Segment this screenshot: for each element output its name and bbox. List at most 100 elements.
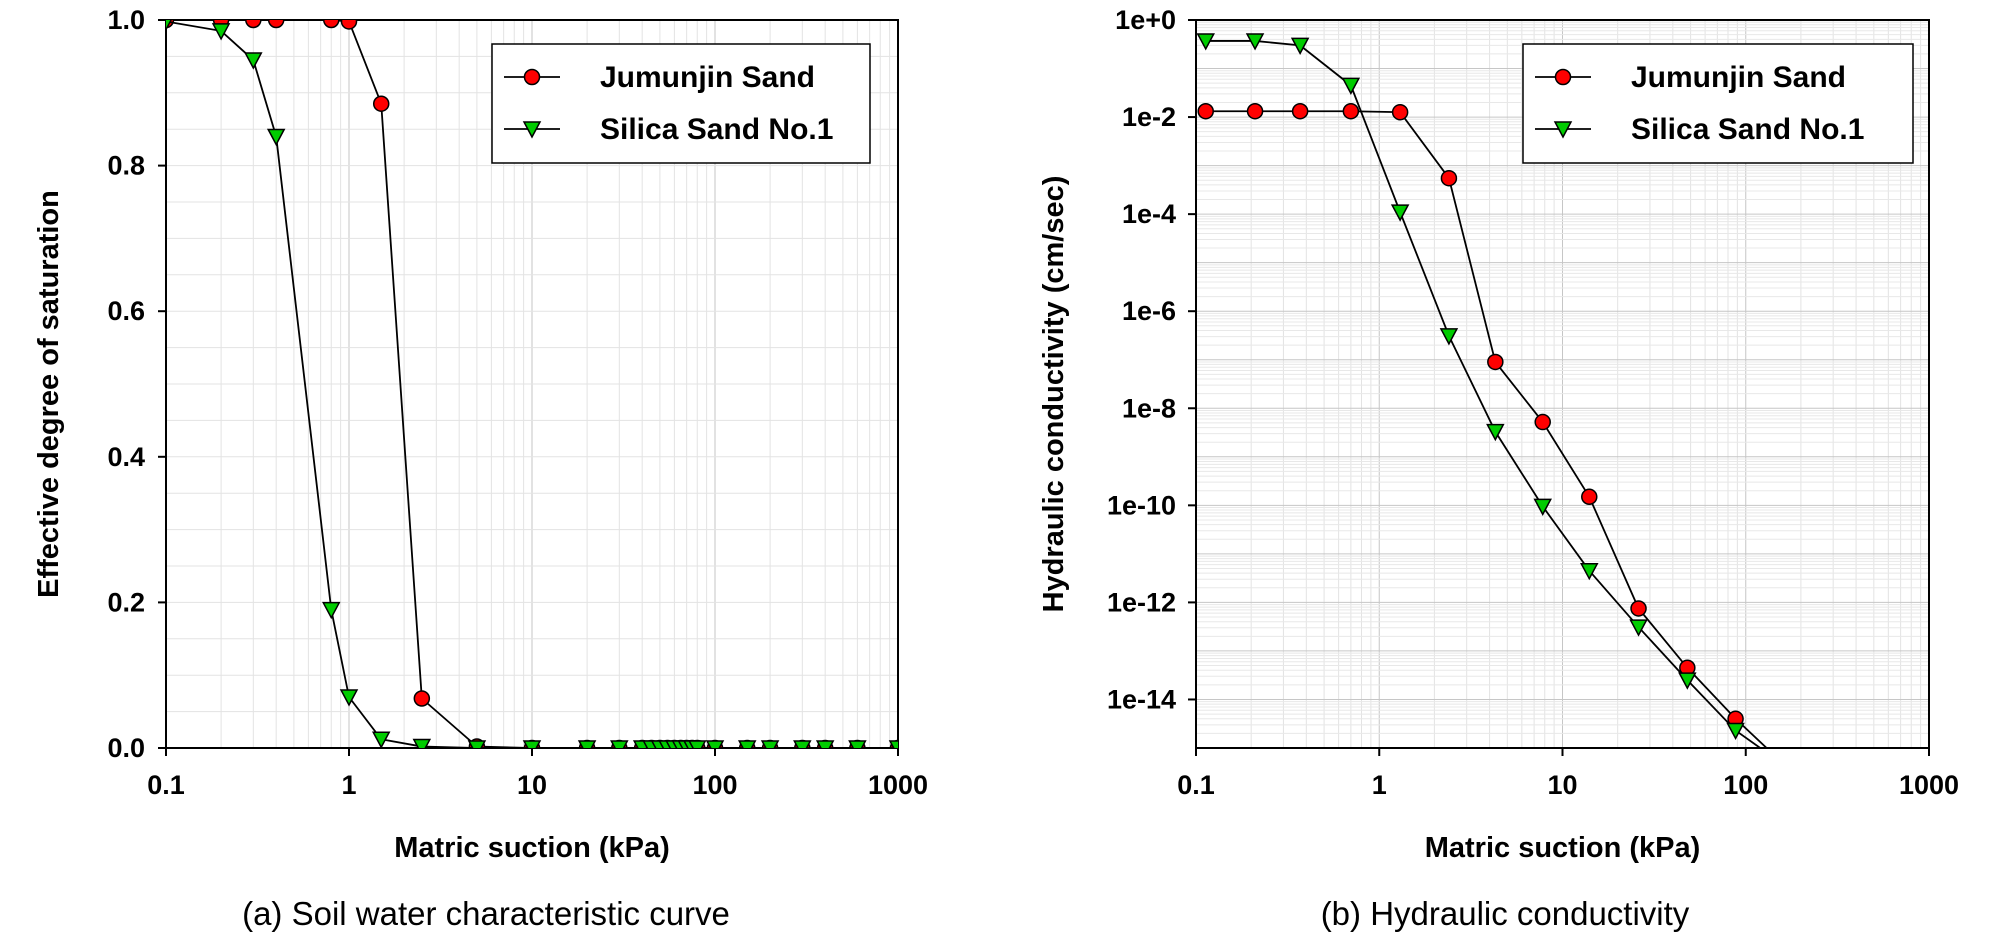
data-point (267, 20, 285, 29)
x-axis-title: Matric suction (kPa) (1425, 832, 1701, 864)
data-point (577, 740, 597, 748)
legend-label: Jumunjin Sand (1631, 61, 1846, 94)
series-silica-sand-no1 (1196, 33, 1761, 748)
data-point (1245, 33, 1265, 51)
data-point (688, 740, 707, 748)
data-point (1342, 102, 1360, 120)
data-point (323, 20, 340, 29)
data-point (413, 690, 431, 707)
y-tick-label: 0.2 (107, 587, 145, 617)
x-tick-label: 100 (1723, 770, 1768, 800)
data-point (322, 601, 341, 620)
data-point (372, 95, 390, 112)
data-point (1246, 102, 1264, 120)
data-point (793, 740, 812, 748)
data-point (737, 740, 757, 748)
y-tick-label: 1e-6 (1122, 296, 1176, 326)
data-point (1726, 722, 1745, 741)
x-axis-title: Matric suction (kPa) (394, 832, 670, 864)
data-point (166, 20, 172, 32)
legend-box (491, 43, 871, 164)
y-tick-label: 1e-14 (1107, 684, 1176, 714)
x-tick-label: 1000 (1899, 770, 1959, 800)
series-line (166, 20, 898, 748)
y-axis-title: Hydraulic conductivity (cm/sec) (1038, 176, 1070, 613)
data-point (1487, 353, 1504, 371)
data-point (244, 52, 263, 70)
y-tick-label: 1.0 (107, 5, 145, 35)
data-point (522, 121, 542, 139)
y-axis-title: Effective degree of saturation (33, 190, 65, 598)
data-point (1291, 102, 1309, 120)
x-tick-label: 1000 (868, 770, 928, 800)
plot-area (166, 20, 898, 748)
x-tick-label: 0.1 (147, 770, 185, 800)
data-point (1554, 68, 1572, 86)
x-tick-label: 100 (692, 770, 737, 800)
data-point (1390, 204, 1410, 222)
y-tick-label: 0.8 (107, 151, 145, 181)
y-tick-label: 0.0 (107, 733, 145, 763)
series-line (1205, 110, 1768, 748)
data-point (888, 740, 898, 748)
data-point (340, 20, 358, 30)
data-point (1580, 562, 1599, 581)
data-point (1534, 413, 1551, 431)
data-point (523, 68, 541, 86)
data-point (339, 689, 359, 707)
data-point (705, 740, 725, 748)
chart-caption: (b) Hydraulic conductivity (1321, 895, 1690, 932)
x-tick-label: 1 (1372, 770, 1387, 800)
data-point (1440, 169, 1458, 187)
data-point (211, 23, 231, 41)
legend-label: Silica Sand No.1 (1631, 113, 1864, 146)
data-point (1553, 121, 1573, 139)
legend: Jumunjin Sand Silica Sand No.1 (1522, 43, 1914, 164)
x-tick-label: 1 (341, 770, 356, 800)
data-point (412, 738, 432, 748)
data-point (760, 740, 780, 748)
y-tick-label: 0.4 (107, 442, 145, 472)
data-point (1290, 37, 1310, 55)
data-point (1341, 77, 1361, 95)
legend-box (1522, 43, 1914, 164)
y-tick-label: 1e-12 (1107, 587, 1176, 617)
data-point (1629, 619, 1648, 637)
legend-label: Silica Sand No.1 (600, 113, 833, 146)
data-point (1391, 103, 1409, 121)
y-tick-label: 1e+0 (1115, 5, 1176, 35)
y-tick-label: 1e-2 (1122, 102, 1176, 132)
data-point (371, 731, 391, 748)
grid (166, 20, 898, 748)
series-jumunjin-sand (1197, 102, 1768, 748)
data-point (1630, 600, 1647, 617)
chart-caption: (a) Soil water characteristic curve (242, 895, 730, 932)
series-line (166, 20, 898, 748)
data-point (1439, 328, 1459, 346)
data-point (467, 740, 487, 748)
x-tick-label: 10 (517, 770, 547, 800)
data-point (522, 740, 542, 748)
plot-area (1196, 33, 1768, 748)
data-point (1486, 423, 1505, 442)
y-tick-label: 1e-10 (1107, 490, 1176, 520)
legend-label: Jumunjin Sand (600, 61, 815, 94)
data-point (266, 128, 286, 147)
x-tick-label: 10 (1547, 770, 1577, 800)
series-silica-sand-no1 (166, 20, 898, 748)
y-tick-label: 1e-4 (1122, 199, 1176, 229)
data-point (848, 740, 867, 748)
data-point (610, 740, 629, 748)
data-point (1581, 488, 1598, 506)
data-point (815, 740, 835, 748)
y-tick-label: 1e-8 (1122, 393, 1176, 423)
data-point (1196, 33, 1215, 51)
chart-swcc: 0.1 1 10 100 1000 0.0 0.2 0.4 0.6 0.8 1.0 Matric su… (33, 5, 928, 932)
x-tick-label: 0.1 (1177, 770, 1215, 800)
legend: Jumunjin Sand Silica Sand No.1 (491, 43, 871, 164)
y-tick-label: 0.6 (107, 296, 145, 326)
data-point (1197, 102, 1214, 120)
data-point (245, 20, 262, 29)
chart-hydraulic-conductivity: 0.1 1 10 100 1000 1e+0 1e-2 1e-4 1e-6 1e-8 1e-10 1e… (1038, 5, 1959, 932)
